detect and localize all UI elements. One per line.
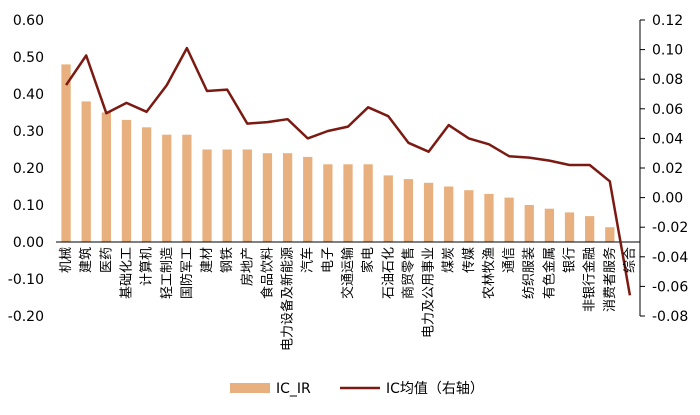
left-y-axis: -0.20 -0.10 0.00 0.10 0.20 0.30 0.40 0.50 0.60 — [8, 13, 44, 325]
category-label: 非银行金融 — [582, 247, 598, 312]
right-tick-label: -0.04 — [652, 250, 688, 266]
category-label: 通信 — [502, 247, 517, 273]
bar-ic-ir — [81, 101, 91, 243]
left-tick-label: 0.10 — [13, 198, 44, 214]
category-label: 消费者服务 — [602, 247, 618, 312]
right-tick-label: -0.02 — [652, 220, 688, 236]
bar-ic-ir — [61, 64, 71, 243]
category-label: 国防军工 — [179, 247, 195, 299]
bar-ic-ir — [484, 193, 494, 242]
bar-ic-ir — [444, 186, 454, 242]
category-label: 商贸零售 — [400, 247, 416, 299]
left-tick-label: -0.20 — [8, 309, 44, 325]
category-label: 轻工制造 — [160, 247, 175, 299]
bar-ic-ir — [222, 149, 232, 242]
bar-ic-ir — [242, 149, 252, 242]
category-label: 综合 — [623, 247, 638, 273]
line-ic-mean — [65, 46, 632, 296]
right-tick-label: -0.08 — [652, 309, 688, 325]
category-label: 机械 — [59, 247, 74, 273]
category-label: 有色金属 — [541, 247, 557, 299]
category-label: 医药 — [99, 247, 114, 273]
bar-ic-ir — [323, 164, 333, 242]
category-label: 银行 — [563, 247, 578, 273]
left-tick-label: 0.20 — [13, 161, 44, 177]
bar-ic-ir — [182, 134, 192, 242]
category-label: 纺织服装 — [522, 247, 537, 299]
right-tick-label: 0.08 — [652, 72, 683, 88]
category-label: 电力及公用事业 — [422, 247, 437, 338]
left-tick-label: -0.10 — [8, 272, 44, 288]
category-label: 电子 — [321, 247, 336, 273]
category-label: 农林牧渔 — [482, 247, 497, 299]
bar-ic-ir — [383, 175, 393, 242]
legend: IC_IR IC均值（右轴） — [230, 381, 484, 397]
bar-ic-ir — [121, 119, 132, 242]
category-label: 汽车 — [300, 247, 316, 273]
bar-ic-ir — [464, 190, 474, 242]
right-tick-label: 0.06 — [652, 102, 683, 118]
right-tick-label: 0.00 — [652, 191, 683, 207]
bar-ic-ir — [564, 212, 575, 242]
category-label: 电力设备及新能源 — [280, 247, 296, 351]
category-label: 石油石化 — [381, 247, 396, 299]
bar-ic-ir — [504, 197, 514, 242]
legend-label-ic-mean: IC均值（右轴） — [386, 381, 484, 397]
bar-ic-ir — [403, 179, 414, 242]
right-tick-label: 0.10 — [652, 43, 683, 59]
category-label: 煤炭 — [442, 247, 457, 273]
category-label: 家电 — [360, 247, 376, 273]
bar-ic-ir — [524, 205, 534, 242]
right-tick-label: -0.06 — [652, 279, 688, 295]
bar-ic-ir — [585, 216, 595, 242]
bar-ic-ir — [262, 153, 273, 242]
category-label: 传媒 — [462, 247, 477, 273]
left-tick-label: 0.00 — [13, 235, 44, 251]
right-tick-label: 0.12 — [652, 13, 683, 29]
right-tick-label: 0.04 — [652, 131, 683, 147]
category-label: 食品饮料 — [259, 247, 275, 299]
bar-ic-ir — [605, 227, 615, 242]
bar-ic-ir — [343, 164, 353, 242]
legend-swatch-ic-ir — [230, 383, 270, 393]
left-tick-label: 0.50 — [13, 50, 44, 66]
bar-ic-ir — [544, 208, 555, 242]
bar-ic-ir — [303, 156, 313, 242]
bar-ic-ir — [363, 164, 373, 242]
category-label: 计算机 — [140, 247, 155, 286]
bar-ic-ir — [101, 112, 111, 242]
bar-ic-ir — [282, 153, 293, 242]
ic-ir-bars — [61, 64, 635, 243]
legend-label-ic-ir: IC_IR — [276, 381, 311, 397]
category-label: 基础化工 — [119, 247, 134, 299]
ic-mean-line-series — [65, 46, 632, 296]
category-label: 交通运输 — [340, 247, 356, 299]
right-tick-label: 0.02 — [652, 161, 683, 177]
category-label: 房地产 — [239, 247, 255, 286]
category-label: 钢铁 — [220, 247, 235, 273]
right-y-axis: -0.08 -0.06 -0.04 -0.02 0.00 0.02 0.04 0.06 0.08… — [639, 13, 688, 325]
category-label: 建筑 — [78, 247, 94, 273]
bar-ic-ir — [423, 182, 434, 242]
bar-ic-ir — [162, 134, 172, 242]
category-labels: 机械 建筑 医药 基础化工 计算机 轻工制造 国防军工 建材 钢铁 房地产 食品饮料 电力设备及新能源… — [59, 247, 638, 351]
left-tick-label: 0.30 — [13, 124, 44, 140]
left-tick-label: 0.60 — [13, 13, 44, 29]
bar-ic-ir — [202, 149, 212, 242]
category-label: 建材 — [200, 247, 215, 273]
left-tick-label: 0.40 — [13, 87, 44, 103]
bar-ic-ir — [141, 127, 152, 242]
